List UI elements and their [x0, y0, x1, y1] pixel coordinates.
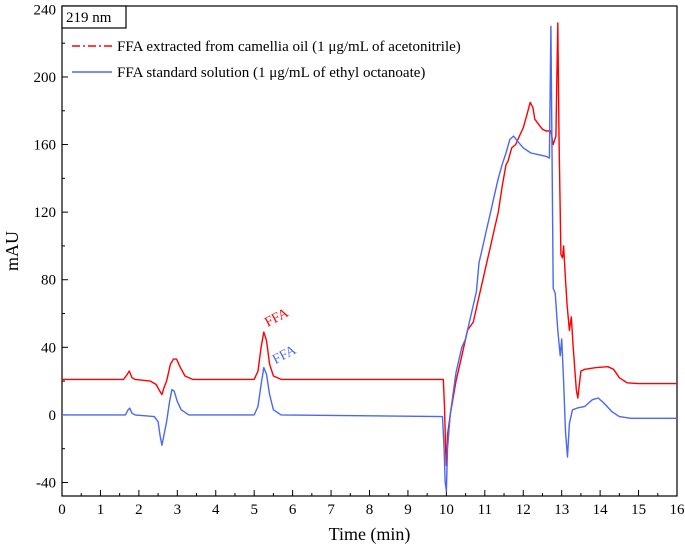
series-lines	[62, 22, 677, 492]
x-tick-label: 0	[58, 502, 66, 518]
x-tick-label: 12	[516, 502, 531, 518]
wavelength-box-frame	[61, 5, 127, 29]
peak-annotation-ffa-blue: FFA	[270, 343, 300, 368]
y-tick-label: 160	[34, 138, 57, 154]
x-tick-label: 6	[289, 502, 297, 518]
x-tick-label: 9	[404, 502, 412, 518]
y-tick-label: 240	[34, 2, 57, 18]
x-tick-label: 11	[478, 502, 492, 518]
x-tick-label: 1	[97, 502, 105, 518]
x-tick-label: 13	[554, 502, 569, 518]
x-tick-label: 2	[135, 502, 143, 518]
wavelength-label: 219 nm	[66, 10, 112, 26]
peak-annotation-ffa-red: FFA	[262, 305, 292, 330]
y-tick-label: 200	[34, 70, 57, 86]
series-line-1	[62, 25, 677, 492]
wavelength-box: 219 nm	[61, 5, 127, 29]
y-tick-label: 120	[34, 205, 57, 221]
x-tick-label: 16	[670, 502, 685, 518]
axis-tick-labels: 0 1 2 3 4 5 6 7 8 9 10 11 12 13 14 15 16-400408012016020…	[34, 2, 685, 518]
x-tick-label: 7	[327, 502, 335, 518]
x-tick-label: 15	[631, 502, 646, 518]
x-tick-label: 5	[250, 502, 258, 518]
x-tick-label: 14	[593, 502, 609, 518]
y-tick-label: -40	[36, 475, 56, 491]
legend-entry-series-1: FFA standard solution (1 μg/mL of ethyl …	[117, 65, 425, 81]
y-tick-label: 80	[41, 273, 56, 289]
x-tick-label: 3	[174, 502, 182, 518]
series-line-0	[62, 22, 677, 467]
x-tick-label: 4	[212, 502, 220, 518]
y-axis-title: mAU	[2, 231, 22, 271]
axis-ticks	[61, 8, 678, 496]
x-tick-label: 10	[439, 502, 454, 518]
y-tick-label: 0	[49, 408, 57, 424]
y-tick-label: 40	[41, 340, 56, 356]
legend-entry-series-0: FFA extracted from camellia oil (1 μg/mL…	[117, 39, 461, 55]
legend: FFA extracted from camellia oil (1 μg/mL…	[72, 39, 461, 81]
x-tick-label: 8	[366, 502, 374, 518]
x-axis-title: Time (min)	[329, 524, 411, 545]
